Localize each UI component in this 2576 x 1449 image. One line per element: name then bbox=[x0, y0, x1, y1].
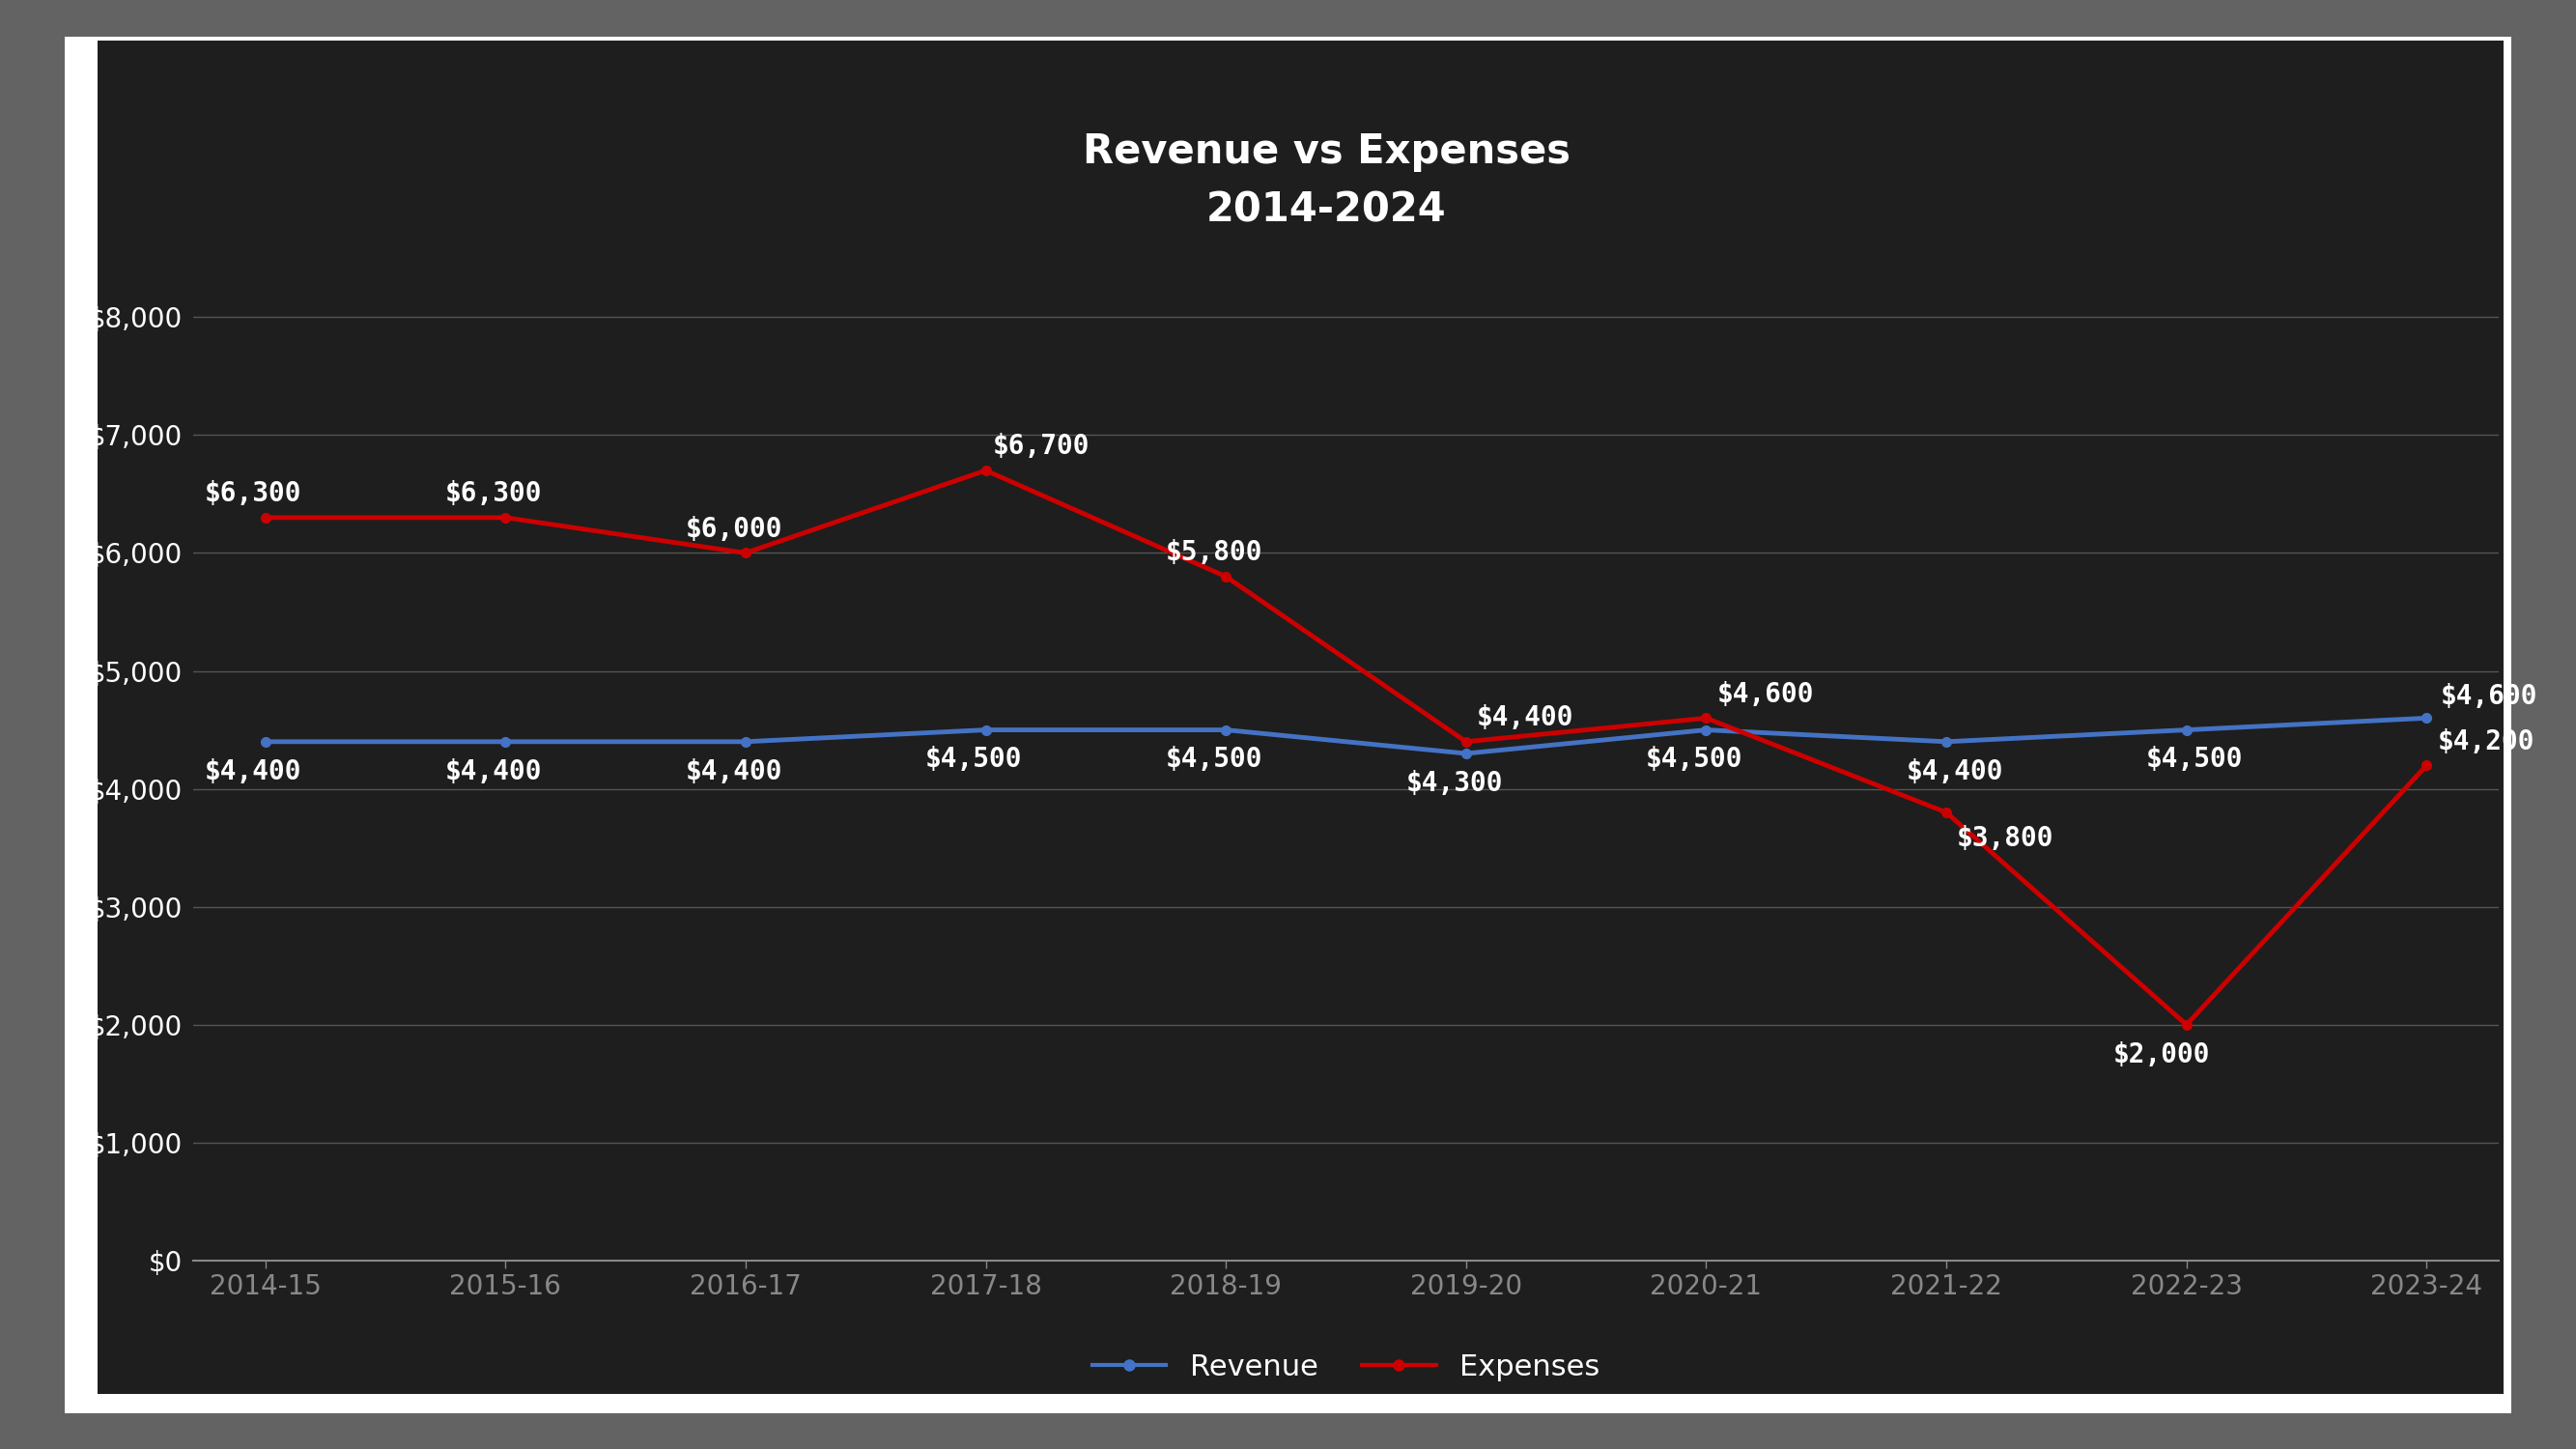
Text: $4,500: $4,500 bbox=[1164, 746, 1262, 774]
Text: $3,800: $3,800 bbox=[1958, 824, 2053, 852]
Text: $6,300: $6,300 bbox=[206, 480, 301, 507]
Text: $5,800: $5,800 bbox=[1164, 539, 1262, 567]
Text: $4,500: $4,500 bbox=[925, 746, 1023, 774]
Text: $6,700: $6,700 bbox=[992, 433, 1090, 461]
Text: $4,500: $4,500 bbox=[2146, 746, 2244, 774]
Text: $4,400: $4,400 bbox=[446, 758, 541, 785]
Text: $2,000: $2,000 bbox=[2112, 1040, 2210, 1068]
Text: $6,000: $6,000 bbox=[685, 516, 783, 543]
Text: 2014-2024: 2014-2024 bbox=[1206, 190, 1448, 230]
Text: $4,400: $4,400 bbox=[206, 758, 301, 785]
Text: $4,300: $4,300 bbox=[1406, 769, 1502, 797]
Text: $4,600: $4,600 bbox=[1718, 681, 1814, 707]
Legend: Revenue, Expenses: Revenue, Expenses bbox=[1079, 1342, 1613, 1392]
Text: $4,400: $4,400 bbox=[1906, 758, 2004, 785]
Text: $4,600: $4,600 bbox=[2439, 684, 2537, 710]
Text: $4,400: $4,400 bbox=[1476, 704, 1574, 732]
Text: $4,200: $4,200 bbox=[2437, 727, 2535, 755]
Text: Revenue vs Expenses: Revenue vs Expenses bbox=[1082, 132, 1571, 172]
Text: $4,500: $4,500 bbox=[1646, 746, 1744, 774]
Text: $4,400: $4,400 bbox=[685, 758, 783, 785]
Text: $6,300: $6,300 bbox=[446, 480, 541, 507]
